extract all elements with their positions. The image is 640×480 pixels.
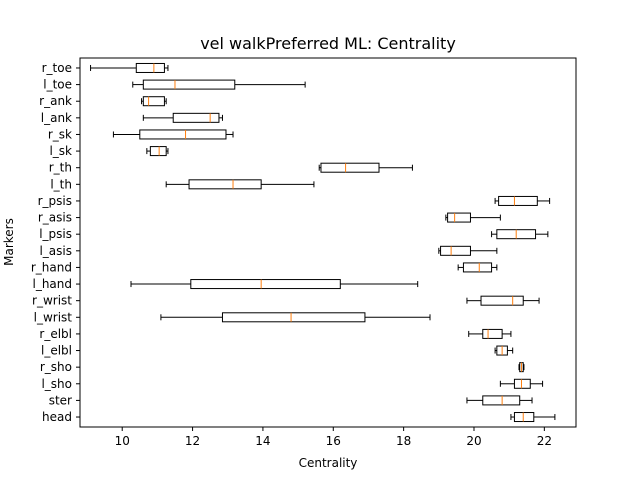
box-iqr [440, 245, 471, 256]
y-tick-label: r_psis [38, 194, 72, 208]
box-iqr [513, 378, 531, 389]
y-tick-label: l_wrist [34, 310, 73, 324]
box-iqr [320, 162, 380, 173]
box-r_sk [112, 129, 234, 140]
box-r_sho [518, 362, 525, 373]
y-tick-label: r_ank [39, 94, 72, 108]
box-iqr [139, 129, 227, 140]
y-tick-label: l_sk [49, 144, 72, 158]
y-tick-label: r_wrist [32, 294, 72, 308]
box-iqr [149, 146, 167, 157]
y-tick-label: r_sho [40, 360, 72, 374]
box-iqr [188, 179, 262, 190]
box-head [510, 412, 556, 423]
y-tick-label: l_elbl [41, 344, 72, 358]
box-iqr [482, 395, 521, 406]
box-r_toe [90, 62, 169, 73]
box-iqr [142, 96, 165, 107]
x-tick-label: 20 [466, 434, 481, 448]
y-tick-label: l_sho [41, 377, 72, 391]
box-iqr [221, 312, 366, 323]
box-iqr [172, 112, 220, 123]
box-iqr [513, 412, 535, 423]
x-tick-label: 16 [326, 434, 341, 448]
y-tick-label: r_hand [31, 260, 72, 274]
box-l_th [165, 179, 315, 190]
x-tick-label: 12 [185, 434, 200, 448]
y-tick-label: l_asis [39, 244, 72, 258]
box-iqr [447, 212, 471, 223]
box-l_asis [438, 245, 498, 256]
box-ster [466, 395, 533, 406]
box-iqr [135, 62, 165, 73]
box-r_wrist [466, 295, 540, 306]
x-tick-label: 10 [115, 434, 130, 448]
x-tick-label: 14 [255, 434, 270, 448]
box-r_psis [494, 195, 551, 206]
y-tick-label: l_hand [32, 277, 72, 291]
box-l_sk [146, 146, 169, 157]
box-l_wrist [160, 312, 431, 323]
plot-area: 10 12 14 16 18 20 22 head ster l_sho r_sho l_elbl r_… [31, 61, 556, 448]
x-axis-label: Centrality [299, 456, 358, 470]
box-l_ank [142, 112, 223, 123]
x-tick-label: 18 [396, 434, 411, 448]
box-iqr [480, 295, 524, 306]
box-l_elbl [494, 345, 514, 356]
y-tick-label: r_th [49, 161, 72, 175]
y-tick-label: r_toe [42, 61, 72, 75]
box-iqr [498, 195, 538, 206]
box-l_toe [132, 79, 306, 90]
box-l_psis [491, 229, 549, 240]
y-tick-label: l_psis [39, 227, 72, 241]
box-iqr [142, 79, 236, 90]
y-tick-label: l_toe [43, 78, 72, 92]
box-l_hand [130, 279, 419, 290]
box-iqr [462, 262, 493, 273]
box-r_th [318, 162, 413, 173]
y-tick-label: ster [49, 393, 72, 407]
y-tick-label: r_elbl [39, 327, 72, 341]
y-tick-label: r_asis [38, 211, 72, 225]
box-iqr [482, 328, 503, 339]
box-r_asis [445, 212, 501, 223]
y-tick-label: l_ank [41, 111, 72, 125]
box-iqr [190, 279, 341, 290]
chart-title: vel walkPreferred ML: Centrality [200, 34, 456, 53]
y-axis-label: Markers [2, 218, 16, 266]
y-tick-label: r_sk [48, 127, 72, 141]
y-tick-label: head [42, 410, 72, 424]
box-l_sho [499, 378, 544, 389]
box-r_ank [141, 96, 167, 107]
axes-frame [79, 57, 577, 428]
y-tick-label: l_th [50, 177, 72, 191]
box-r_elbl [468, 328, 512, 339]
box-r_hand [457, 262, 498, 273]
x-tick-label: 22 [537, 434, 552, 448]
